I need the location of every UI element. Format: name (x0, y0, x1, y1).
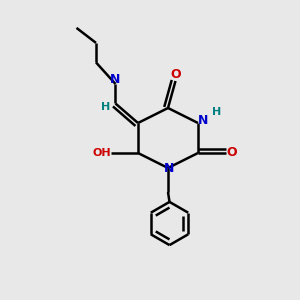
Text: O: O (170, 68, 181, 82)
Text: OH: OH (92, 148, 111, 158)
Text: H: H (101, 102, 110, 112)
Text: H: H (212, 106, 221, 117)
Text: N: N (110, 73, 121, 86)
Text: N: N (198, 114, 208, 127)
Text: O: O (226, 146, 237, 160)
Text: N: N (164, 161, 174, 175)
